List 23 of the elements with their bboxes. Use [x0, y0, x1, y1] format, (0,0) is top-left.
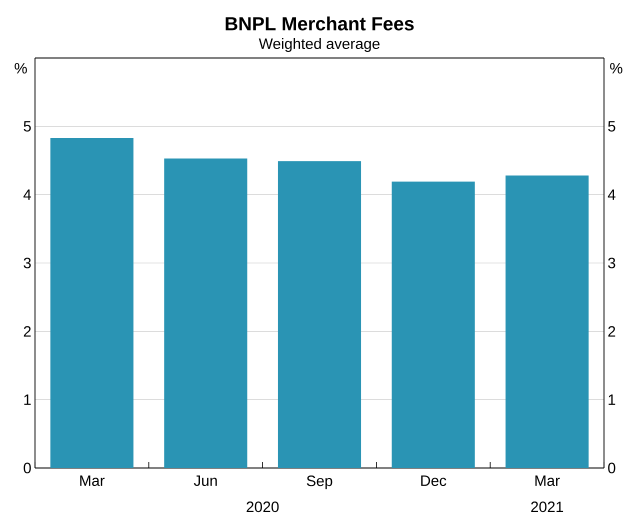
text: 2021 [531, 502, 564, 512]
y2-tick-label: 5 [608, 121, 616, 132]
y-axis-title: % [14, 63, 27, 74]
y2-tick-label: 1 [608, 394, 616, 405]
chart-title: BNPL Merchant Fees [226, 16, 414, 30]
x-tick-label: Jun [194, 476, 217, 486]
y-tick-label: 0 [24, 462, 31, 474]
x-tick-label: Sep [306, 476, 332, 490]
y-tick-label: 3 [24, 258, 31, 268]
chart-subtitle: Weighted average [258, 38, 380, 52]
text: 2020 [246, 502, 279, 512]
y-tick-label: 2 [24, 326, 31, 337]
x-tick-label: Mar [535, 476, 560, 486]
y2-tick-label: 2 [608, 326, 616, 337]
y2-tick-label: 4 [608, 190, 616, 200]
x-tick-label: Mar [80, 476, 105, 486]
y2-axis-title: % [610, 63, 622, 74]
y2-tick-label: 0 [608, 462, 616, 474]
y2-tick-label: 3 [608, 258, 616, 268]
x-tick-label: Dec [421, 476, 446, 486]
y-tick-label: 1 [24, 394, 31, 405]
y-tick-label: 5 [24, 121, 31, 132]
y-tick-label: 4 [23, 190, 32, 200]
